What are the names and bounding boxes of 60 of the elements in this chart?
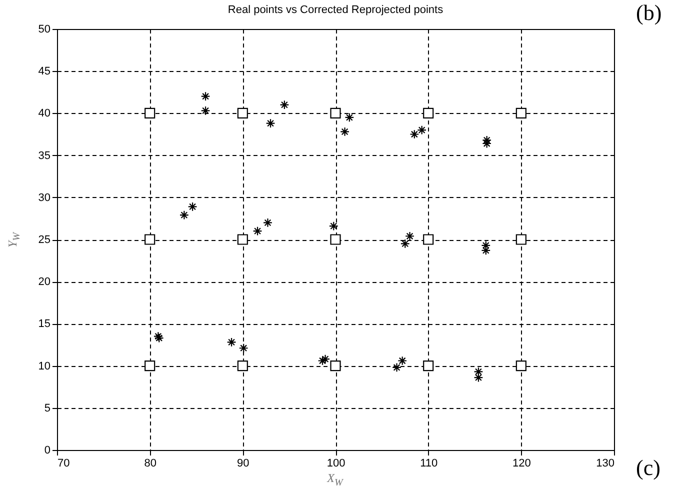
point [330, 234, 341, 245]
point [252, 226, 262, 236]
point [516, 234, 526, 245]
x-tick-label: 90 [237, 458, 250, 470]
point [280, 100, 290, 110]
point [516, 108, 526, 118]
point [474, 366, 484, 376]
point [144, 108, 156, 118]
y-tick-label: 50 [38, 24, 50, 36]
y-tick-label: 0 [44, 444, 50, 456]
y-tick-label: 5 [44, 402, 50, 414]
point [237, 108, 248, 118]
y-tick-label: 20 [38, 276, 50, 288]
point [200, 106, 210, 116]
point [144, 360, 156, 372]
point [474, 372, 484, 382]
point [318, 356, 328, 366]
point [340, 126, 350, 136]
point [400, 238, 410, 248]
point [328, 221, 338, 231]
point [266, 118, 276, 128]
point [481, 246, 491, 256]
point [423, 360, 434, 372]
point [423, 108, 434, 118]
point [144, 234, 156, 245]
x-axis-title: X$_{W}$ [327, 471, 343, 488]
y-tick-label: 40 [38, 108, 50, 120]
x-tick-label: 70 [58, 458, 70, 470]
x-tick-label: 80 [144, 458, 156, 470]
point [200, 92, 210, 102]
x-tick-label: 100 [326, 458, 346, 470]
point [263, 218, 272, 228]
point [344, 112, 354, 122]
x-tick-label: 120 [512, 458, 531, 470]
chart-title: Real points vs Corrected Reprojected points [228, 4, 444, 16]
point [237, 234, 248, 245]
point [179, 210, 189, 220]
point [238, 343, 248, 353]
y-tick-label: 15 [38, 318, 50, 330]
y-tick-label: 25 [38, 234, 50, 246]
x-tick-label: 130 [596, 458, 614, 470]
x-tick-label: 110 [420, 458, 438, 470]
point [330, 108, 341, 118]
text: (b) [636, 0, 662, 26]
point [320, 354, 330, 364]
y-tick-label: 35 [38, 150, 50, 162]
y-tick-label: 10 [38, 360, 50, 372]
point [516, 360, 526, 372]
text: (c) [636, 455, 660, 481]
point [330, 360, 341, 372]
point [423, 234, 434, 245]
point [188, 202, 198, 212]
point [405, 231, 414, 241]
point [481, 240, 491, 250]
point [237, 360, 248, 372]
y-tick-label: 30 [38, 192, 50, 204]
point [392, 362, 402, 372]
y-tick-label: 45 [38, 66, 50, 78]
point [226, 337, 236, 347]
point [398, 356, 408, 366]
